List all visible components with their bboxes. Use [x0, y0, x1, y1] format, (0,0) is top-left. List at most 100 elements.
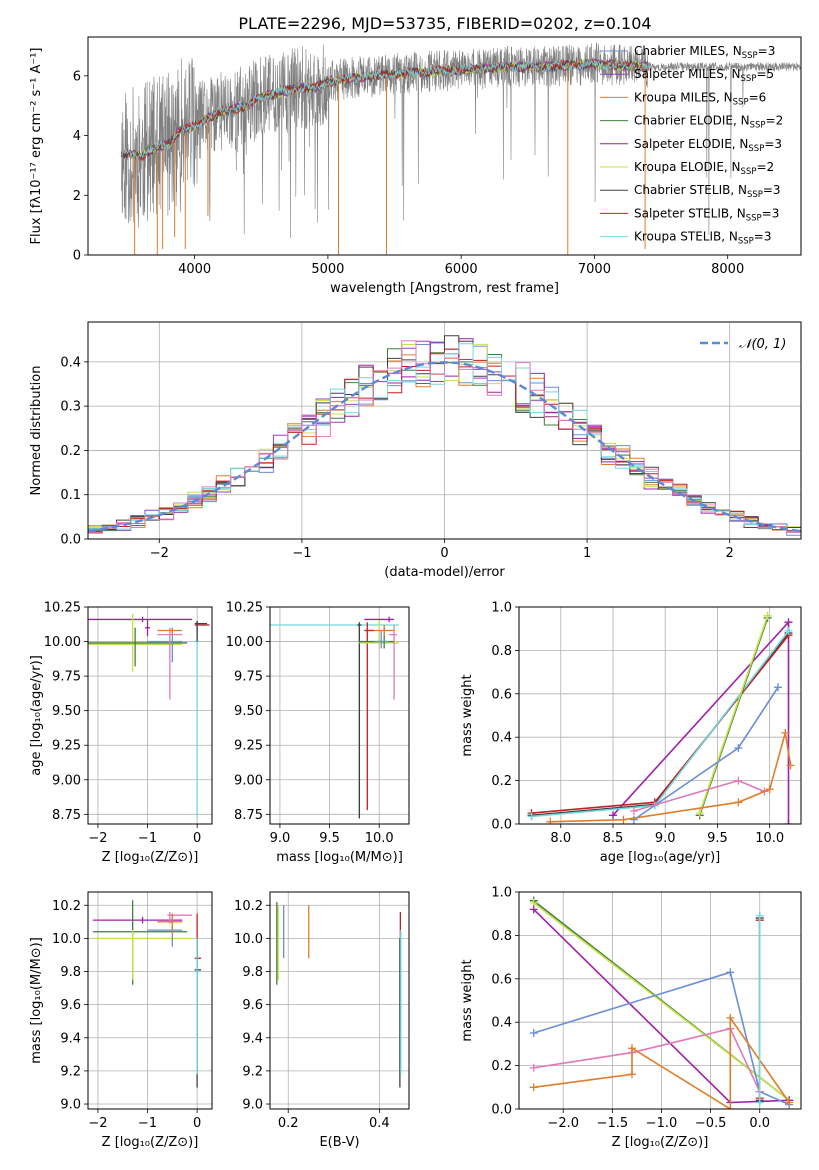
x-axis-label: Z [log₁₀(Z/Z⊙)] [612, 1135, 709, 1150]
legend-entry-tail: =3 [754, 230, 772, 244]
x-tick-label: 0.4 [369, 1116, 390, 1131]
model-spectrum-line [120, 59, 651, 161]
y-tick-label: 9.00 [234, 773, 263, 788]
y-tick-label: 0.8 [491, 644, 512, 659]
plus-marker [734, 798, 743, 807]
plus-marker [726, 968, 735, 977]
mass-vs-extinction-panel: 0.2 0.4 9.0 9.2 9.4 9.6 9.8 10.0 10.2 E(B-V) [234, 891, 410, 1150]
plus-marker [734, 744, 743, 753]
plus-marker [529, 1029, 538, 1038]
mass-weight-line [612, 620, 790, 824]
plus-marker [627, 1070, 636, 1079]
plus-marker [785, 1098, 794, 1107]
residuals-panel: −2 −1 0 1 2 0.0 0.1 0.2 0.3 0.4 (data-model)/error… [29, 321, 802, 580]
normal-distribution-curve [88, 361, 801, 533]
plot-area [88, 335, 801, 537]
age-vs-metallicity-panel: −2 −1 0 8.75 9.00 9.25 9.50 9.75 10.00 10.25 Z [lo… [29, 601, 213, 865]
y-tick-label: 8.75 [234, 808, 263, 823]
x-tick-label: 8.0 [550, 831, 571, 846]
plus-marker [529, 1083, 538, 1092]
y-tick-label: 0.0 [491, 818, 512, 833]
y-tick-label: 1.0 [491, 601, 512, 616]
x-axis-label: wavelength [Angstrom, rest frame] [330, 281, 559, 296]
plus-marker [726, 1105, 735, 1109]
mass-weight-line [533, 971, 790, 1106]
plus-marker [527, 812, 536, 821]
x-axis-label: E(B-V) [319, 1135, 359, 1150]
x-tick-label: 9.5 [319, 831, 340, 846]
legend-entry-subscript: SSP [747, 190, 763, 200]
y-tick-label: 0.0 [491, 1103, 512, 1118]
legend-entry-tail: =3 [762, 206, 780, 220]
plus-marker [629, 815, 638, 824]
legend-entry-tail: =3 [763, 183, 781, 197]
x-tick-label: 8.5 [603, 831, 624, 846]
y-axis-label: age [log₁₀(age/yr)] [29, 655, 44, 776]
legend-entry-text: Kroupa MILES, N [634, 90, 733, 104]
age-vs-mass-panel: 9.0 9.5 10.0 8.75 9.00 9.25 9.50 9.75 10.00 10.25… [226, 601, 410, 865]
mass-vs-metallicity-panel: −2 −1 0 9.0 9.2 9.4 9.6 9.8 10.0 10.2 Z [log₁₀(Z/Z… [29, 891, 213, 1150]
mass-weight-line [531, 630, 790, 818]
x-tick-label: 0.2 [278, 1116, 299, 1131]
x-tick-label: 6000 [445, 262, 478, 277]
y-tick-label: 0.1 [60, 488, 81, 503]
mass-weight-line [533, 902, 790, 1101]
mass-weight-vs-metallicity-panel: −2.0 −1.5 −1.0 −0.5 0.0 0.0 0.2 0.4 0.6 0.8 1.0 Z [… [460, 886, 802, 1150]
plot-area [88, 613, 210, 819]
y-tick-label: 9.0 [242, 1098, 263, 1113]
plot-area [276, 901, 402, 1088]
plus-marker [755, 911, 764, 920]
x-tick-label: 0 [193, 831, 201, 846]
legend-entry: Kroupa ELODIE, NSSP=2 [634, 160, 774, 177]
plus-marker [781, 728, 790, 737]
legend-entry-text: Kroupa ELODIE, N [634, 160, 741, 174]
y-axis-label: mass weight [460, 959, 475, 1041]
plus-marker [529, 1063, 538, 1072]
y-tick-label: 9.6 [60, 998, 81, 1013]
y-tick-label: 0.4 [491, 731, 512, 746]
legend-entry-tail: =3 [758, 44, 776, 58]
legend-entry: Salpeter ELODIE, NSSP=3 [634, 137, 782, 154]
plus-marker [765, 785, 774, 794]
y-tick-label: 9.75 [52, 670, 81, 685]
y-tick-label: 0.2 [60, 444, 81, 459]
axes-frame [518, 891, 802, 1110]
plus-marker [609, 811, 617, 820]
y-tick-label: 9.50 [52, 704, 81, 719]
mass-weight-line [698, 615, 769, 814]
x-axis-label: Z [log₁₀(Z/Z⊙)] [102, 1135, 199, 1150]
y-tick-label: 0.6 [491, 687, 512, 702]
x-tick-label: −1 [138, 831, 157, 846]
y-tick-label: 8.75 [52, 808, 81, 823]
y-tick-label: 0.4 [491, 1016, 512, 1031]
axes-frame [87, 606, 213, 825]
legend-entry-text: Kroupa STELIB, N [634, 230, 738, 244]
plus-marker [546, 817, 555, 824]
plot-area [120, 42, 801, 255]
axes-frame [518, 606, 802, 825]
x-tick-label: 0.0 [749, 1116, 770, 1131]
y-tick-label: 4 [73, 129, 81, 144]
legend-entry-text: Chabrier ELODIE, N [634, 114, 750, 128]
spectrum-panel: 4000 5000 6000 7000 8000 0 2 4 6 wavelength [Angs… [29, 36, 802, 296]
x-tick-label: 0 [440, 546, 448, 561]
plus-marker [629, 806, 638, 815]
plus-marker [619, 815, 628, 824]
y-axis-label: Normed distribution [29, 366, 44, 496]
y-tick-label: 0.6 [491, 972, 512, 987]
x-tick-label: −2.0 [547, 1116, 579, 1131]
y-tick-label: 0.4 [60, 355, 81, 370]
x-tick-label: −2 [88, 1116, 107, 1131]
figure-title: PLATE=2296, MJD=53735, FIBERID=0202, z=0… [238, 14, 651, 33]
y-tick-label: 9.2 [242, 1064, 263, 1079]
axes-frame [269, 891, 410, 1110]
legend-entry: Chabrier ELODIE, NSSP=2 [634, 114, 783, 131]
x-tick-label: 0 [193, 1116, 201, 1131]
legend-entry: Kroupa MILES, NSSP=6 [634, 90, 766, 107]
plus-marker [784, 820, 793, 824]
plot-area [529, 896, 794, 1109]
mass-weight-line [531, 632, 790, 817]
x-tick-label: 9.0 [655, 831, 676, 846]
y-tick-label: 10.2 [234, 899, 263, 914]
